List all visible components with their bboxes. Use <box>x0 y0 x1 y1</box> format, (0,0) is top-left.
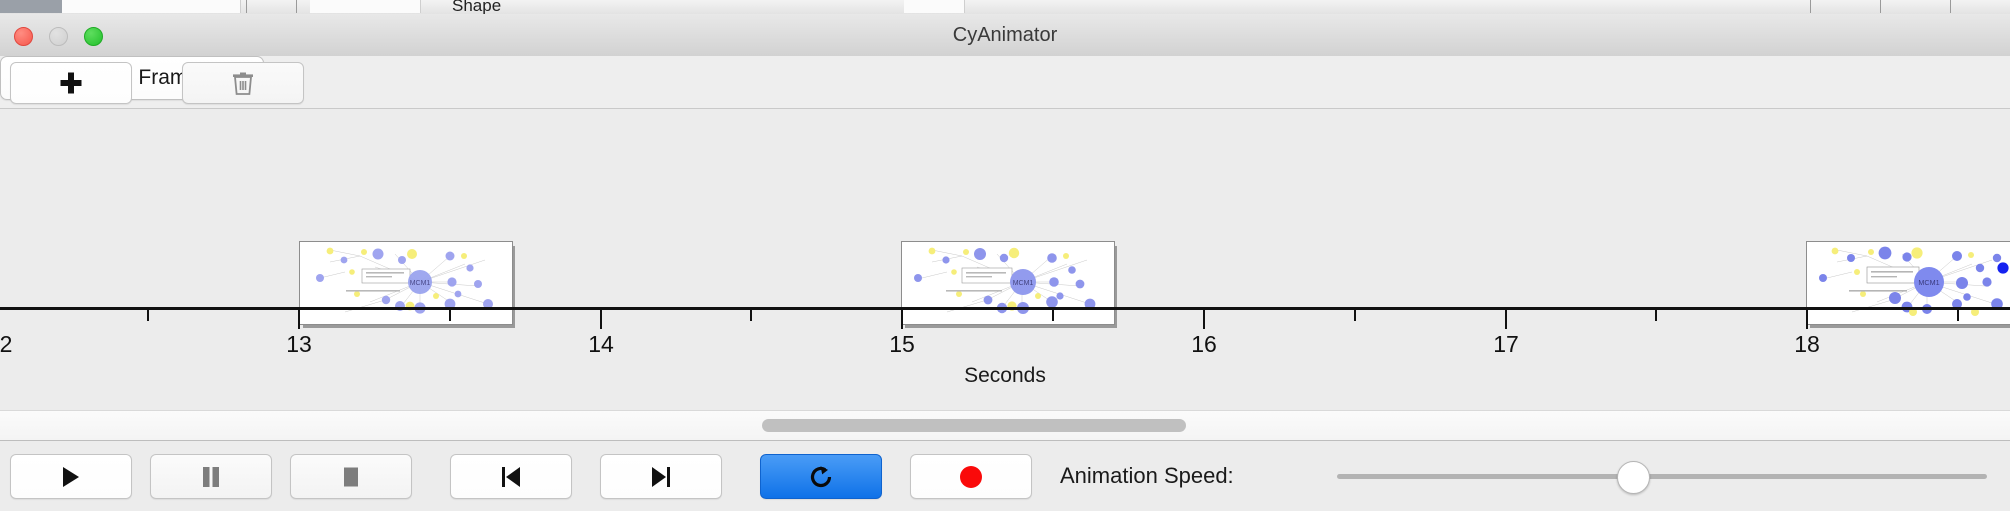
axis-tick-minor <box>449 310 451 321</box>
skip-to-start-icon <box>502 466 520 487</box>
axis-tick-minor <box>1354 310 1356 321</box>
animation-speed-slider[interactable] <box>1337 461 1987 494</box>
first-frame-button[interactable] <box>450 454 572 499</box>
axis-tick-minor <box>1957 310 1959 321</box>
close-button[interactable] <box>14 27 33 46</box>
network-thumbnail-1: MCM1 <box>300 242 510 322</box>
stop-icon <box>344 467 358 486</box>
skip-to-end-icon <box>652 466 670 487</box>
record-icon <box>960 465 982 488</box>
plus-icon <box>60 72 82 94</box>
minimize-button[interactable] <box>49 27 68 46</box>
pause-button[interactable] <box>150 454 272 499</box>
axis-tick-label: 16 <box>1191 331 1217 357</box>
delete-frame-button[interactable] <box>182 62 304 104</box>
last-frame-button[interactable] <box>600 454 722 499</box>
svg-text:MCM1: MCM1 <box>1918 278 1939 287</box>
timeline-axis <box>0 307 2010 310</box>
window-title: CyAnimator <box>952 24 1058 46</box>
axis-tick-major <box>1806 310 1808 329</box>
axis-tick-major <box>1505 310 1507 329</box>
axis-tick-major <box>1203 310 1205 329</box>
axis-tick-major <box>600 310 602 329</box>
stop-button[interactable] <box>290 454 412 499</box>
axis-tick-major <box>901 310 903 329</box>
axis-tick-minor <box>1052 310 1054 321</box>
frame-thumbnail[interactable]: MCM1 <box>299 241 515 328</box>
trash-icon <box>233 72 253 95</box>
axis-tick-major <box>298 310 300 329</box>
svg-text:MCM1: MCM1 <box>1013 280 1034 287</box>
network-thumbnail-2: MCM1 <box>902 242 1112 322</box>
pause-icon <box>203 466 219 487</box>
axis-tick-label: 15 <box>889 331 915 357</box>
svg-text:MCM1: MCM1 <box>410 280 431 287</box>
network-thumbnail-3: MCM1 <box>1807 242 2010 322</box>
axis-tick-label: 14 <box>588 331 614 357</box>
axis-tick-label: 2 <box>0 331 13 357</box>
frame-thumbnail[interactable]: MCM1 <box>901 241 1117 328</box>
animation-speed-label: Animation Speed: <box>1060 463 1234 488</box>
play-icon <box>63 466 79 487</box>
animation-speed-slider-thumb[interactable] <box>1617 461 1650 494</box>
add-frame-button[interactable] <box>10 62 132 104</box>
title-bar: CyAnimator <box>0 14 2010 57</box>
axis-tick-label: 13 <box>286 331 312 357</box>
frame-thumbnail[interactable]: MCM1 <box>1806 241 2010 328</box>
axis-tick-minor <box>750 310 752 321</box>
axis-title: Seconds <box>964 364 1046 387</box>
zoom-button[interactable] <box>84 27 103 46</box>
axis-tick-minor <box>1655 310 1657 321</box>
playback-controls: Animation Speed: <box>0 440 2010 511</box>
loop-icon <box>810 465 832 487</box>
background-window-label: Shape <box>452 0 502 15</box>
horizontal-scrollbar-track[interactable] <box>0 410 2010 441</box>
record-button[interactable] <box>910 454 1032 499</box>
toolbar: Clear All Frames <box>0 56 2010 109</box>
axis-tick-minor <box>147 310 149 321</box>
timeline-panel[interactable]: MCM1 <box>0 109 2010 410</box>
loop-button[interactable] <box>760 454 882 499</box>
axis-tick-label: 18 <box>1794 331 1820 357</box>
axis-tick-label: 17 <box>1493 331 1519 357</box>
play-button[interactable] <box>10 454 132 499</box>
background-window-strip: Shape <box>0 0 2010 15</box>
horizontal-scrollbar-thumb[interactable] <box>762 419 1186 432</box>
